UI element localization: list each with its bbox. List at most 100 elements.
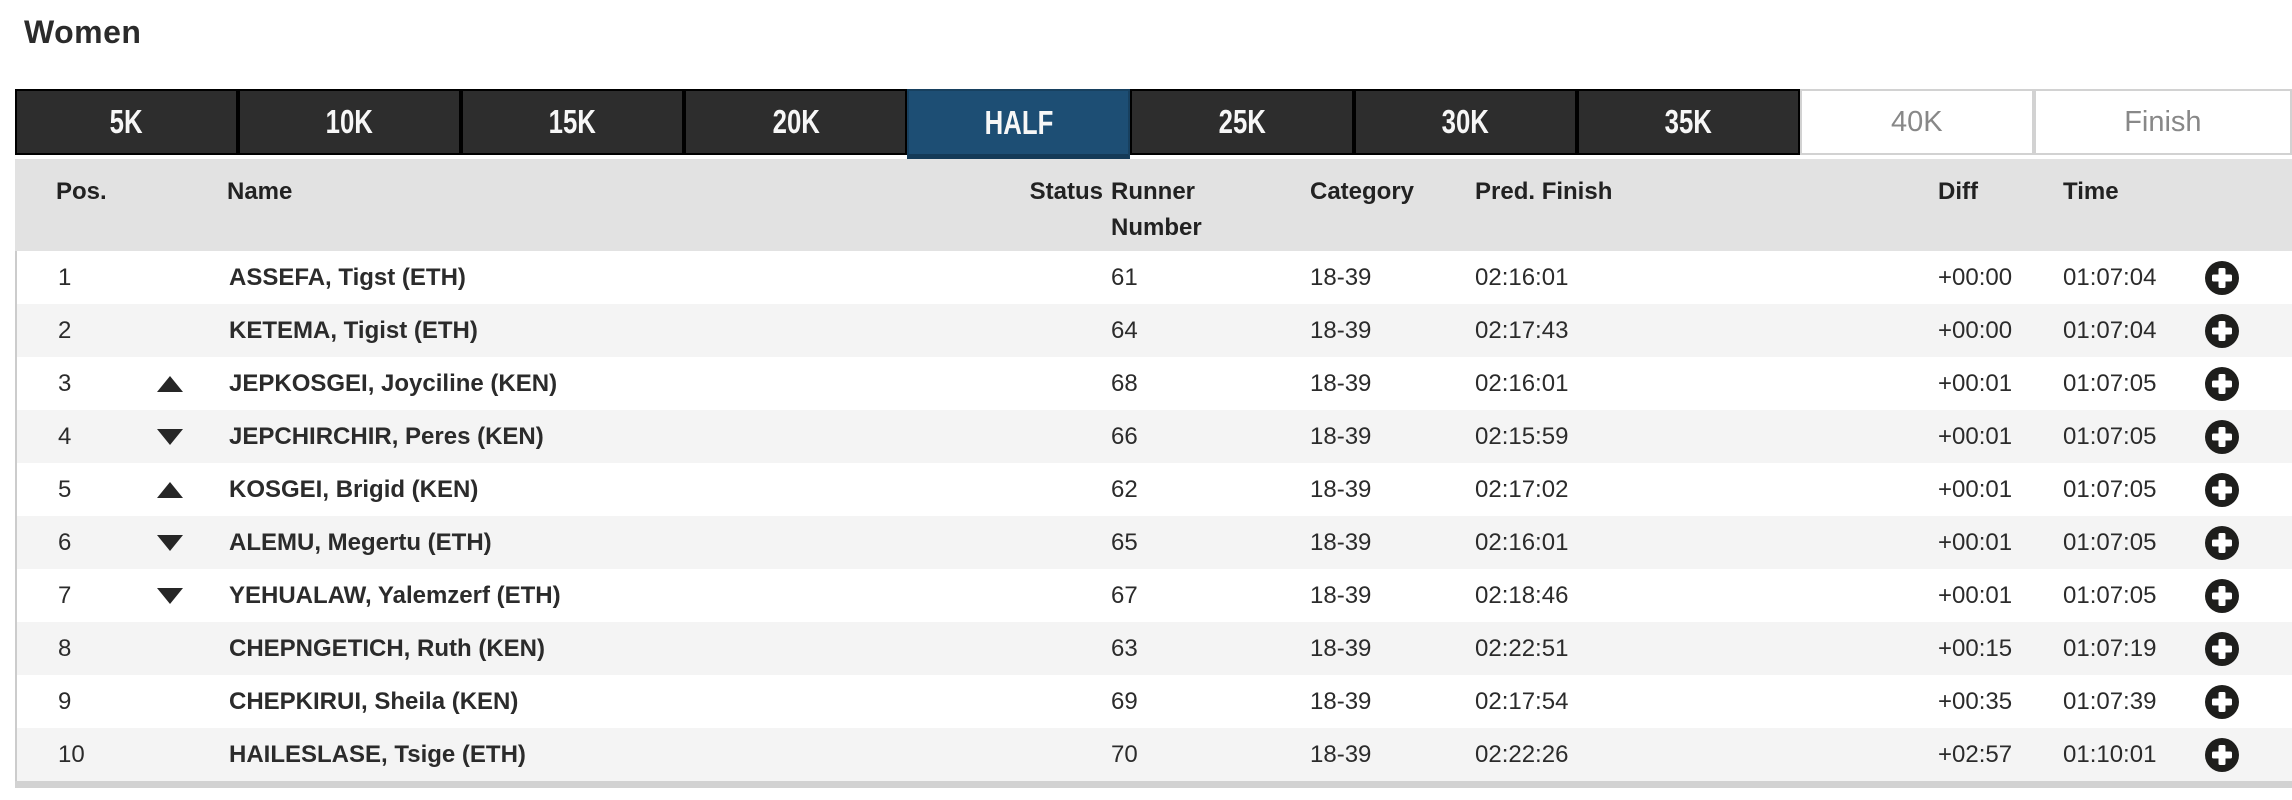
cell-name: JEPCHIRCHIR, Peres (KEN) [229, 422, 544, 450]
tab-label: 5K [110, 103, 143, 140]
table-row: 8 CHEPNGETICH, Ruth (KEN) 63 18-39 02:22… [17, 622, 2292, 675]
cell-category: 18-39 [1310, 263, 1372, 291]
tab-30k[interactable]: 30K [1353, 89, 1577, 155]
plus-circle-icon[interactable] [2205, 366, 2239, 401]
cell-diff: +00:35 [1938, 687, 2013, 715]
tab-label: 40K [1890, 105, 1943, 138]
cell-pred-finish: 02:16:01 [1475, 528, 1569, 556]
plus-circle-icon[interactable] [2205, 472, 2239, 507]
tab-half[interactable]: HALF [907, 89, 1131, 159]
header-name: Name [227, 178, 293, 205]
cell-trend [127, 481, 212, 498]
page-title: Women [24, 14, 142, 50]
cell-runner-number: 64 [1111, 316, 1138, 344]
cell-pos: 5 [58, 475, 72, 503]
header-pos: Pos. [56, 178, 107, 205]
cell-time: 01:07:39 [2063, 687, 2157, 715]
cell-category: 18-39 [1310, 634, 1372, 662]
cell-diff: +00:01 [1938, 581, 2013, 609]
cell-trend [127, 428, 212, 445]
cell-runner-number: 66 [1111, 422, 1138, 450]
tab-40k[interactable]: 40K [1799, 89, 2034, 155]
tab-label: 15K [549, 103, 597, 140]
table-row: 3 JEPKOSGEI, Joyciline (KEN) 68 18-39 02… [17, 357, 2292, 410]
checkpoint-tabbar: 5K 10K 15K 20K HALF 25K 30K 35K 40K Fini… [15, 89, 2292, 159]
plus-circle-icon[interactable] [2205, 631, 2239, 666]
plus-circle-icon[interactable] [2205, 684, 2239, 719]
cell-pred-finish: 02:16:01 [1475, 369, 1569, 397]
header-pred-finish: Pred. Finish [1475, 178, 1613, 205]
cell-diff: +00:01 [1938, 528, 2013, 556]
cell-pred-finish: 02:22:26 [1475, 740, 1569, 768]
plus-circle-icon[interactable] [2205, 525, 2239, 560]
cell-pos: 4 [58, 422, 72, 450]
cell-diff: +00:01 [1938, 422, 2013, 450]
cell-runner-number: 62 [1111, 475, 1138, 503]
results-table: Pos. Name Status Runner Number Category … [15, 159, 2292, 781]
cell-pred-finish: 02:17:43 [1475, 316, 1569, 344]
tab-15k[interactable]: 15K [461, 89, 685, 155]
cell-name: HAILESLASE, Tsige (ETH) [229, 740, 526, 768]
header-expand-spacer [2187, 159, 2292, 174]
cell-diff: +00:01 [1938, 475, 2013, 503]
table-row: 1 ASSEFA, Tigst (ETH) 61 18-39 02:16:01 … [17, 251, 2292, 304]
cell-category: 18-39 [1310, 740, 1372, 768]
tab-5k[interactable]: 5K [15, 89, 239, 155]
tab-label: HALF [984, 103, 1054, 141]
tab-finish[interactable]: Finish [2033, 89, 2292, 155]
cell-category: 18-39 [1310, 528, 1372, 556]
cell-name: JEPKOSGEI, Joyciline (KEN) [229, 369, 558, 397]
tab-label: 35K [1664, 103, 1712, 140]
cell-category: 18-39 [1310, 422, 1372, 450]
plus-circle-icon[interactable] [2205, 737, 2239, 772]
cell-trend [127, 587, 212, 604]
header-time: Time [2063, 178, 2119, 205]
cell-runner-number: 69 [1111, 687, 1138, 715]
cell-pred-finish: 02:17:02 [1475, 475, 1569, 503]
tab-25k[interactable]: 25K [1130, 89, 1354, 155]
cell-pos: 10 [58, 740, 85, 768]
trend-up-icon [156, 375, 183, 392]
cell-pred-finish: 02:17:54 [1475, 687, 1569, 715]
trend-up-icon [156, 481, 183, 498]
plus-circle-icon[interactable] [2205, 419, 2239, 454]
cell-diff: +02:57 [1938, 740, 2013, 768]
plus-circle-icon[interactable] [2205, 313, 2239, 348]
cell-category: 18-39 [1310, 316, 1372, 344]
plus-circle-icon[interactable] [2205, 260, 2239, 295]
cell-pos: 3 [58, 369, 72, 397]
table-row: 2 KETEMA, Tigist (ETH) 64 18-39 02:17:43… [17, 304, 2292, 357]
cell-name: KOSGEI, Brigid (KEN) [229, 475, 479, 503]
tab-label: 20K [772, 103, 820, 140]
results-table-header: Pos. Name Status Runner Number Category … [15, 159, 2292, 251]
table-row: 5 KOSGEI, Brigid (KEN) 62 18-39 02:17:02… [17, 463, 2292, 516]
cell-trend [127, 534, 212, 551]
table-row: 6 ALEMU, Megertu (ETH) 65 18-39 02:16:01… [17, 516, 2292, 569]
cell-diff: +00:00 [1938, 316, 2013, 344]
cell-time: 01:07:04 [2063, 263, 2157, 291]
tab-35k[interactable]: 35K [1576, 89, 1800, 155]
cell-name: ALEMU, Megertu (ETH) [229, 528, 492, 556]
table-row: 7 YEHUALAW, Yalemzerf (ETH) 67 18-39 02:… [17, 569, 2292, 622]
plus-circle-icon[interactable] [2205, 578, 2239, 613]
cell-time: 01:07:05 [2063, 475, 2157, 503]
cell-runner-number: 70 [1111, 740, 1138, 768]
cell-name: YEHUALAW, Yalemzerf (ETH) [229, 581, 561, 609]
cell-pos: 7 [58, 581, 72, 609]
cell-runner-number: 67 [1111, 581, 1138, 609]
cell-time: 01:07:04 [2063, 316, 2157, 344]
tab-20k[interactable]: 20K [684, 89, 908, 155]
cell-pred-finish: 02:18:46 [1475, 581, 1569, 609]
cell-runner-number: 63 [1111, 634, 1138, 662]
cell-runner-number: 61 [1111, 263, 1138, 291]
cell-pred-finish: 02:22:51 [1475, 634, 1569, 662]
trend-down-icon [156, 534, 183, 551]
tab-10k[interactable]: 10K [238, 89, 462, 155]
table-row: 10 HAILESLASE, Tsige (ETH) 70 18-39 02:2… [17, 728, 2292, 781]
cell-pos: 9 [58, 687, 72, 715]
cell-time: 01:07:05 [2063, 422, 2157, 450]
table-row: 9 CHEPKIRUI, Sheila (KEN) 69 18-39 02:17… [17, 675, 2292, 728]
tab-label: Finish [2124, 105, 2202, 138]
cell-time: 01:07:05 [2063, 581, 2157, 609]
cell-pred-finish: 02:15:59 [1475, 422, 1569, 450]
